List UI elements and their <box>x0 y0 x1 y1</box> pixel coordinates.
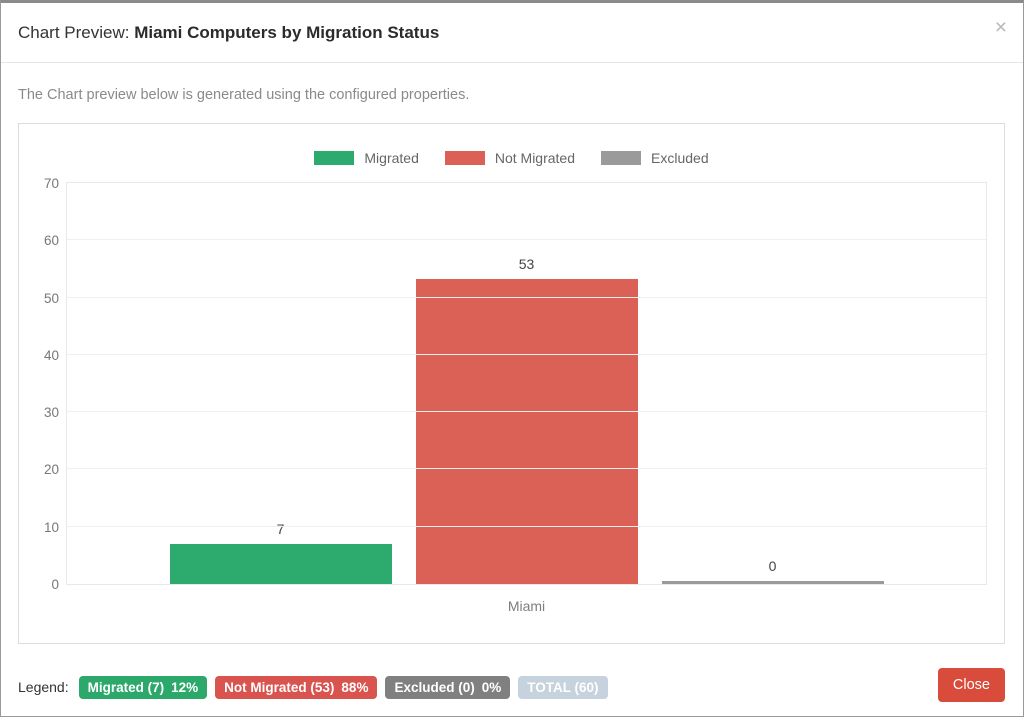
y-tick-label-0: 0 <box>51 577 59 592</box>
title-chart-name: Miami Computers by Migration Status <box>134 22 440 42</box>
bar-value-label: 0 <box>768 558 777 574</box>
chart-top-legend: Migrated Not Migrated Excluded <box>19 150 1004 166</box>
legend-text: Not Migrated <box>494 150 576 166</box>
legend-item-not-migrated[interactable]: Not Migrated <box>444 150 576 166</box>
modal-subtitle: The Chart preview below is generated usi… <box>18 87 470 103</box>
badge-percent: 12% <box>171 679 199 695</box>
legend-swatch <box>444 151 485 165</box>
badge-percent: 0% <box>481 679 502 695</box>
bar-slot-not-migrated: 53 <box>415 183 638 584</box>
y-tick-label-10: 10 <box>43 519 59 535</box>
legend-swatch <box>601 151 642 165</box>
legend-item-excluded[interactable]: Excluded <box>601 150 709 166</box>
bars-container: 7 53 0 <box>67 183 986 584</box>
close-icon[interactable]: × <box>994 16 1007 39</box>
status-badge-not-migrated-53: Not Migrated (53) 88% <box>215 675 378 699</box>
bar-migrated[interactable] <box>169 543 392 584</box>
gridline-y-10 <box>67 525 986 527</box>
badge-label: TOTAL (60) <box>527 679 599 695</box>
gridline-y-20 <box>67 468 986 470</box>
badge-label: Not Migrated (53) <box>224 679 335 695</box>
x-axis-category-label: Miami <box>507 598 546 614</box>
y-tick-label-20: 20 <box>43 462 59 478</box>
gridline-y-30 <box>67 411 986 413</box>
y-tick-label-40: 40 <box>43 347 59 363</box>
title-prefix: Chart Preview: <box>18 22 135 42</box>
bar-slot-migrated: 7 <box>169 183 392 584</box>
page-title: Chart Preview: Miami Computers by Migrat… <box>18 23 439 43</box>
bar-slot-excluded: 0 <box>661 183 884 584</box>
gridline-y-40 <box>67 353 986 355</box>
y-tick-label-70: 70 <box>43 176 59 191</box>
chart-plot-area: 7 53 0 0 10 20 30 40 50 60 70 <box>44 176 987 592</box>
y-tick-label-60: 60 <box>43 233 59 249</box>
bar-not-migrated[interactable] <box>415 278 638 584</box>
y-tick-label-30: 30 <box>43 405 59 421</box>
footer-legend-label: Legend: <box>18 679 69 695</box>
close-button[interactable]: Close <box>937 668 1005 702</box>
gridline-y-50 <box>67 296 986 298</box>
modal-footer: Legend: Migrated (7) 12% Not Migrated (53)… <box>1 658 1023 716</box>
bar-excluded[interactable] <box>661 581 884 584</box>
status-badge-total-60: TOTAL (60) <box>518 675 608 699</box>
legend-text: Excluded <box>651 150 709 166</box>
badge-percent: 88% <box>341 679 369 695</box>
chart-panel: Migrated Not Migrated Excluded 7 53 0 0 10 20 3… <box>18 123 1005 644</box>
modal-header: Chart Preview: Miami Computers by Migrat… <box>1 3 1023 63</box>
badge-label: Excluded (0) <box>394 679 475 695</box>
bar-value-label: 7 <box>276 520 285 537</box>
gridline-y-60 <box>67 239 986 241</box>
legend-item-migrated[interactable]: Migrated <box>314 150 419 166</box>
status-badge-excluded-0: Excluded (0) 0% <box>385 675 511 699</box>
status-badge-migrated-7: Migrated (7) 12% <box>78 675 208 699</box>
legend-swatch <box>314 151 355 165</box>
footer-badges: Migrated (7) 12% Not Migrated (53) 88% Exclu… <box>78 675 608 699</box>
y-tick-label-50: 50 <box>43 290 59 306</box>
legend-text: Migrated <box>364 150 419 166</box>
badge-label: Migrated (7) <box>87 679 165 695</box>
bar-value-label: 53 <box>518 255 535 272</box>
